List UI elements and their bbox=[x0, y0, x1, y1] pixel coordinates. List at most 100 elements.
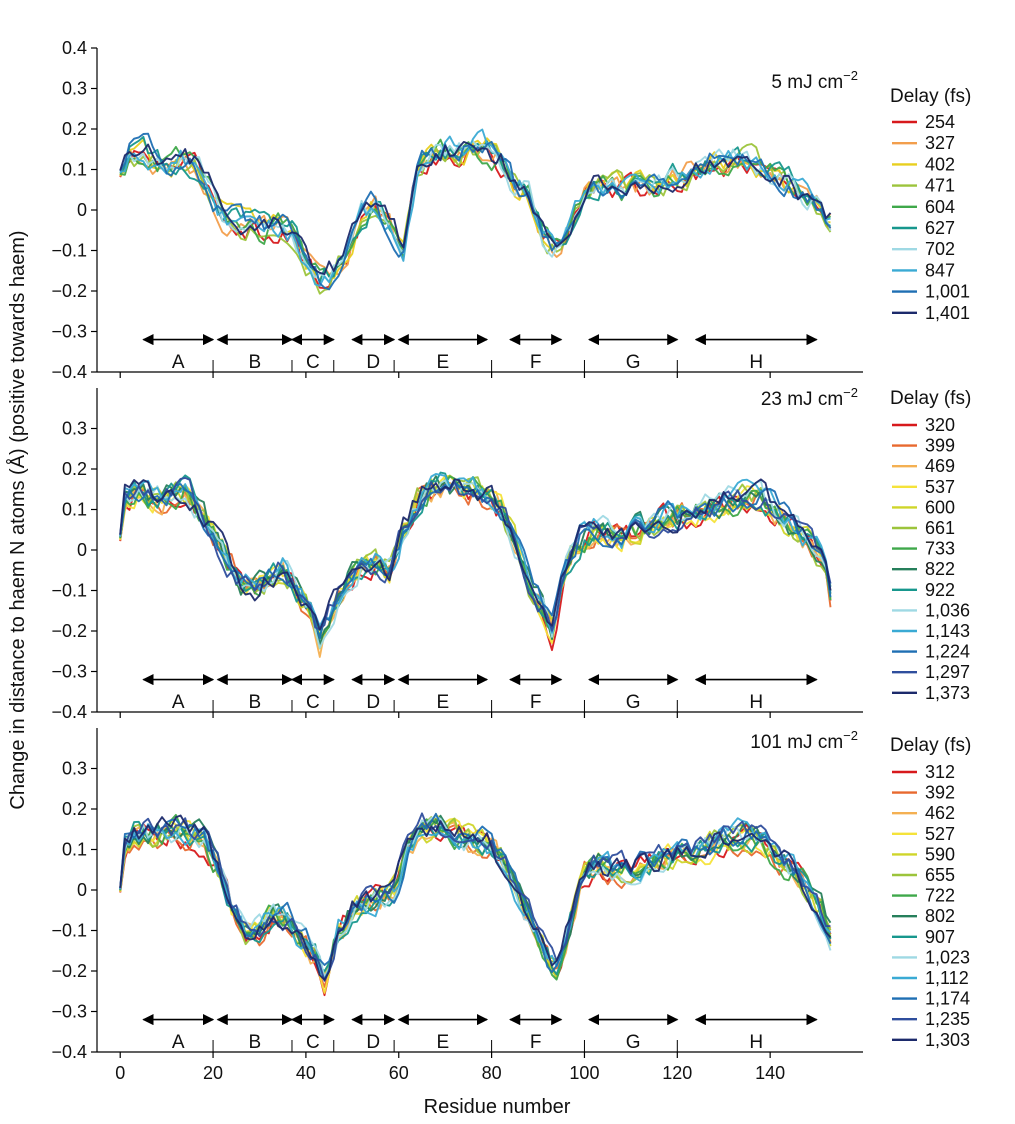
legend-entry: 722 bbox=[925, 886, 955, 906]
legend-entry: 392 bbox=[925, 783, 955, 803]
legend-entry: 802 bbox=[925, 906, 955, 926]
legend-entry: 655 bbox=[925, 865, 955, 885]
legend-entry: 1,401 bbox=[925, 303, 970, 323]
segment-label-B: B bbox=[248, 1032, 261, 1053]
segment-label-E: E bbox=[437, 352, 450, 373]
legend-entry: 469 bbox=[925, 456, 955, 476]
segment-label-F: F bbox=[530, 352, 542, 373]
segment-label-D: D bbox=[366, 692, 380, 713]
x-tick-label: 140 bbox=[755, 1063, 785, 1083]
legend-entry: 399 bbox=[925, 436, 955, 456]
legend-entry: 471 bbox=[925, 176, 955, 196]
legend-entry: 1,036 bbox=[925, 600, 970, 620]
segment-label-H: H bbox=[749, 692, 763, 713]
legend-entry: 702 bbox=[925, 239, 955, 259]
x-tick-label: 100 bbox=[569, 1063, 599, 1083]
legend-entry: 1,001 bbox=[925, 282, 970, 302]
condition-exponent: −2 bbox=[843, 68, 858, 83]
legend-entry: 661 bbox=[925, 518, 955, 538]
y-axis-title: Change in distance to haem N atoms (Å) (… bbox=[6, 230, 29, 809]
series-line-1001 bbox=[119, 132, 832, 291]
segment-label-H: H bbox=[749, 1032, 763, 1053]
segment-label-C: C bbox=[306, 352, 320, 373]
x-tick-label: 60 bbox=[389, 1063, 409, 1083]
segment-label-A: A bbox=[172, 1032, 185, 1053]
y-tick-label: −0.2 bbox=[51, 621, 87, 641]
segment-label-G: G bbox=[626, 1032, 641, 1053]
legend-entry: 402 bbox=[925, 154, 955, 174]
y-tick-label: 0 bbox=[77, 880, 87, 900]
y-tick-label: −0.3 bbox=[51, 322, 87, 342]
legend-entry: 1,112 bbox=[925, 968, 969, 988]
legend-entry: 320 bbox=[925, 415, 955, 435]
segment-label-B: B bbox=[248, 692, 261, 713]
segment-label-A: A bbox=[172, 692, 185, 713]
legend-entry: 1,143 bbox=[925, 621, 970, 641]
y-tick-label: −0.2 bbox=[51, 961, 87, 981]
legend-entry: 627 bbox=[925, 218, 955, 238]
panel-23mj: −0.4 −0.3 −0.2 −0.1 0 0.1 0.2 0.3 23 mJ cm−2 A B C D… bbox=[51, 385, 971, 722]
segment-label-G: G bbox=[626, 692, 641, 713]
segment-label-G: G bbox=[626, 352, 641, 373]
legend-title: Delay (fs) bbox=[890, 388, 971, 409]
y-tick-label: 0.2 bbox=[62, 459, 87, 479]
legend-entry: 604 bbox=[925, 197, 955, 217]
series-line-1373 bbox=[119, 478, 832, 631]
y-tick-label: 0.1 bbox=[62, 840, 87, 860]
segment-label-D: D bbox=[366, 1032, 380, 1053]
legend-title: Delay (fs) bbox=[890, 86, 971, 107]
legend-entry: 1,224 bbox=[925, 642, 970, 662]
x-tick-label: 40 bbox=[296, 1063, 316, 1083]
segment-label-C: C bbox=[306, 1032, 320, 1053]
panel-5mj: −0.4 −0.3 −0.2 −0.1 0 0.1 0.2 0.3 0.4 5 mJ cm−2 A B… bbox=[51, 38, 971, 382]
x-tick-label: 80 bbox=[482, 1063, 502, 1083]
legend-entry: 254 bbox=[925, 112, 955, 132]
legend-entry: 527 bbox=[925, 824, 955, 844]
y-tick-label: 0.1 bbox=[62, 160, 87, 180]
x-tick-label: 0 bbox=[115, 1063, 125, 1083]
x-axis-title: Residue number bbox=[424, 1096, 571, 1118]
y-tick-label: 0 bbox=[77, 200, 87, 220]
legend-entry: 1,174 bbox=[925, 989, 970, 1009]
segment-label-B: B bbox=[248, 352, 261, 373]
y-tick-label: 0.2 bbox=[62, 119, 87, 139]
legend-entry: 1,023 bbox=[925, 947, 970, 967]
x-tick-label: 20 bbox=[203, 1063, 223, 1083]
legend-entry: 822 bbox=[925, 559, 955, 579]
series-line-1401 bbox=[119, 140, 832, 276]
segment-label-E: E bbox=[437, 692, 450, 713]
series-line-847 bbox=[120, 128, 831, 287]
segment-label-F: F bbox=[530, 1032, 542, 1053]
x-tick-label: 120 bbox=[662, 1063, 692, 1083]
y-tick-label: −0.1 bbox=[51, 581, 87, 601]
y-tick-label: −0.3 bbox=[51, 1002, 87, 1022]
condition-exponent: −2 bbox=[843, 385, 858, 400]
panel-101mj: −0.4 −0.3 −0.2 −0.1 0 0.1 0.2 0.3 0 20 40 60 80 100 12… bbox=[51, 728, 971, 1083]
series-line-922 bbox=[119, 471, 832, 638]
segment-label-F: F bbox=[530, 692, 542, 713]
y-tick-label: 0.3 bbox=[62, 419, 87, 439]
legend-entry: 922 bbox=[925, 580, 955, 600]
y-tick-label: −0.4 bbox=[51, 362, 87, 382]
legend-entry: 1,373 bbox=[925, 683, 970, 703]
segment-label-E: E bbox=[437, 1032, 450, 1053]
segment-label-A: A bbox=[172, 352, 185, 373]
condition-label: 5 mJ cm−2 bbox=[771, 68, 858, 93]
legend-entry: 1,297 bbox=[925, 662, 970, 682]
y-tick-label: −0.3 bbox=[51, 662, 87, 682]
legend-entry: 847 bbox=[925, 260, 955, 280]
legend-entry: 907 bbox=[925, 927, 955, 947]
y-tick-label: −0.2 bbox=[51, 281, 87, 301]
legend-entry: 733 bbox=[925, 539, 955, 559]
legend-title: Delay (fs) bbox=[890, 735, 971, 756]
series-line-320 bbox=[119, 480, 832, 652]
segment-label-D: D bbox=[366, 352, 380, 373]
y-tick-label: 0.2 bbox=[62, 799, 87, 819]
y-tick-label: −0.4 bbox=[51, 1042, 87, 1062]
legend-entry: 312 bbox=[925, 762, 955, 782]
segment-label-H: H bbox=[749, 352, 763, 373]
legend-entry: 462 bbox=[925, 803, 955, 823]
segment-label-C: C bbox=[306, 692, 320, 713]
legend-entry: 1,303 bbox=[925, 1030, 970, 1050]
